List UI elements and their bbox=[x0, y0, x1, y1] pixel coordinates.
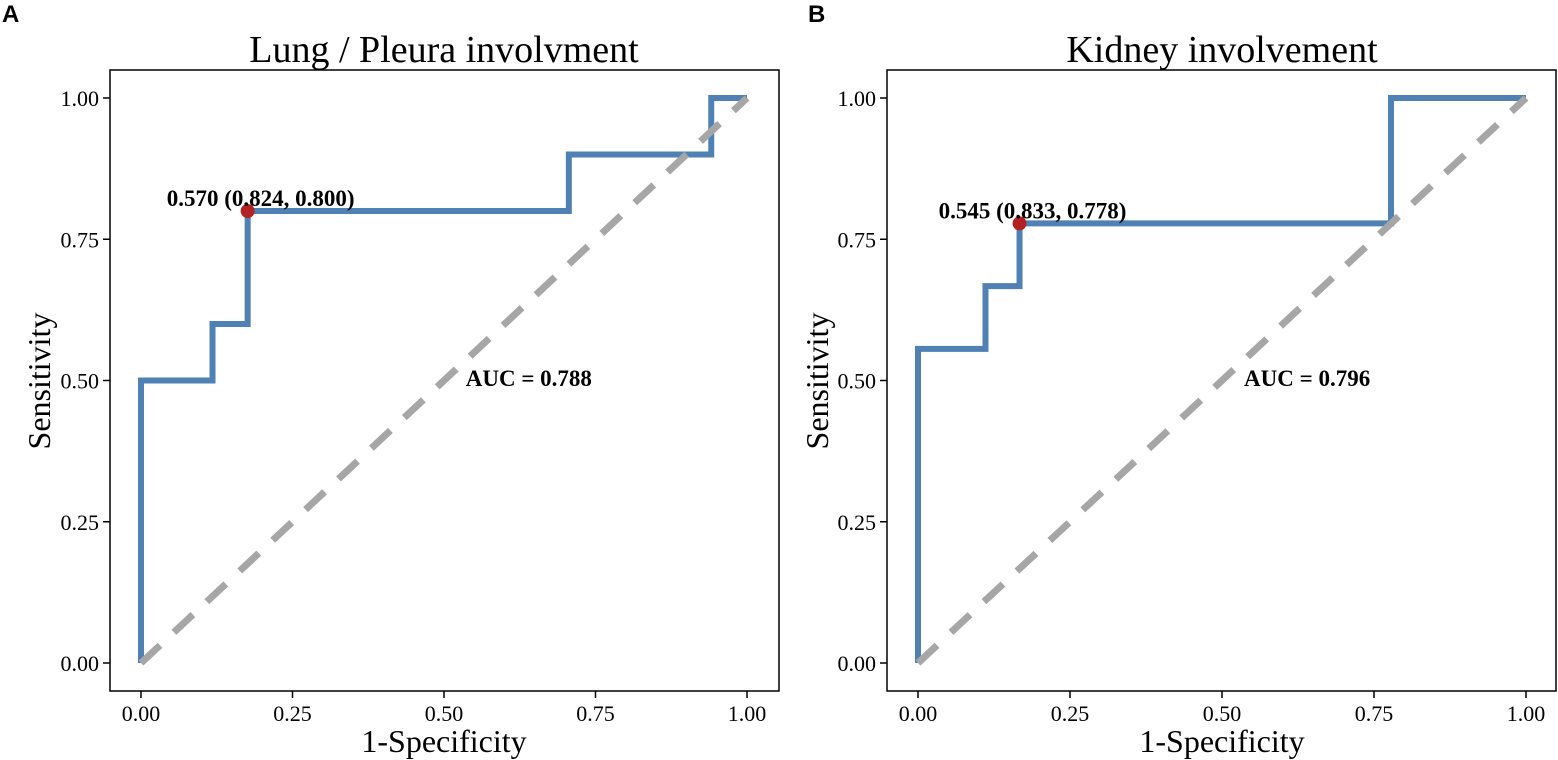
panel-a-title: Lung / Pleura involvment bbox=[249, 29, 639, 71]
panel-a-x-tick-label: 0.25 bbox=[273, 701, 312, 726]
panel-b-y-tick-label: 0.00 bbox=[838, 651, 877, 676]
panel-b-x-tick-label: 0.50 bbox=[1203, 701, 1242, 726]
panel-a-auc-label: AUC = 0.788 bbox=[466, 366, 592, 391]
panel-b-y-tick-label: 0.25 bbox=[838, 510, 877, 535]
panel-b-reference-diagonal-line bbox=[915, 95, 1529, 666]
panel-b-y-tick-label: 1.00 bbox=[838, 86, 877, 111]
panel-a-y-tick-label: 0.25 bbox=[61, 510, 100, 535]
panel-a-x-tick-label: 1.00 bbox=[728, 701, 767, 726]
panel-a-cutoff-label: 0.570 (0.824, 0.800) bbox=[167, 186, 355, 211]
panel-a-marks: 0.570 (0.824, 0.800) AUC = 0.788 bbox=[138, 95, 750, 666]
panel-b-y-axis-label: Sensitivity bbox=[799, 313, 835, 450]
panel-a-y-axis-label: Sensitivity bbox=[21, 313, 57, 450]
panel-a: A Lung / Pleura involvment 0.00 0.25 0.50 0… bbox=[2, 1, 780, 759]
panel-a-cutoff-point bbox=[240, 204, 255, 218]
panel-b-ticks: 0.00 0.25 0.50 0.75 1.00 0.00 0.25 0.50 0.75 1.00 bbox=[838, 86, 1546, 726]
panel-b-auc-label: AUC = 0.796 bbox=[1244, 366, 1370, 391]
panel-b-cutoff-point bbox=[1012, 216, 1027, 231]
panel-b-x-tick-label: 0.25 bbox=[1051, 701, 1090, 726]
panel-b: B Kidney involvement 0.00 0.25 0.50 0.75 1.0… bbox=[799, 1, 1557, 759]
panel-a-x-tick-label: 0.75 bbox=[576, 701, 615, 726]
panel-b-y-tick-label: 0.75 bbox=[838, 227, 877, 252]
panel-a-y-tick-label: 0.50 bbox=[61, 369, 100, 394]
panel-a-reference-diagonal-line bbox=[138, 95, 750, 666]
panel-b-x-tick-label: 0.75 bbox=[1355, 701, 1394, 726]
panel-a-y-tick-label: 0.00 bbox=[61, 651, 100, 676]
panel-a-ticks: 0.00 0.25 0.50 0.75 1.00 0.00 0.25 0.50 0.75 1.00 bbox=[61, 86, 767, 726]
panel-b-roc-curve bbox=[915, 95, 1526, 663]
panel-a-y-tick-label: 0.75 bbox=[61, 227, 100, 252]
panel-b-x-tick-label: 0.00 bbox=[899, 701, 938, 726]
panel-b-cutoff-label: 0.545 (0.833, 0.778) bbox=[939, 198, 1127, 223]
panel-a-x-tick-label: 0.00 bbox=[122, 701, 161, 726]
panel-b-y-tick-label: 0.50 bbox=[838, 369, 877, 394]
panel-b-letter: B bbox=[808, 1, 825, 28]
panel-a-letter: A bbox=[2, 1, 19, 28]
panel-a-x-tick-label: 0.50 bbox=[425, 701, 464, 726]
panel-b-x-tick-label: 1.00 bbox=[1507, 701, 1546, 726]
panel-a-y-tick-label: 1.00 bbox=[61, 86, 100, 111]
panel-b-marks: 0.545 (0.833, 0.778) AUC = 0.796 bbox=[915, 95, 1529, 666]
panel-b-x-axis-label: 1-Specificity bbox=[1139, 723, 1304, 759]
panel-a-x-axis-label: 1-Specificity bbox=[361, 723, 526, 759]
panel-b-title: Kidney involvement bbox=[1066, 29, 1378, 71]
